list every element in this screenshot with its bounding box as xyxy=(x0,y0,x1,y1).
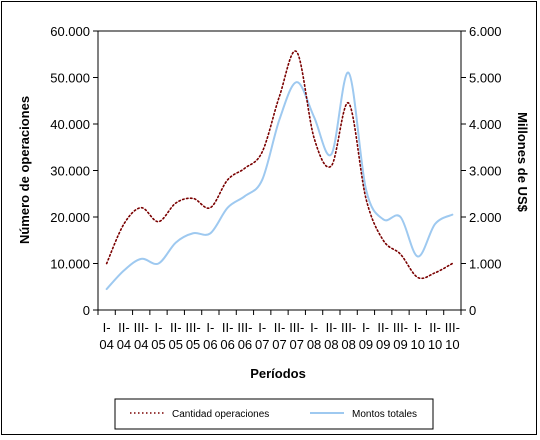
y-right-tick-label: 3.000 xyxy=(469,164,502,179)
x-tick-label-bottom: 10 xyxy=(445,337,459,352)
x-tick-label-top: II- xyxy=(222,320,234,335)
x-tick-label-bottom: 07 xyxy=(272,337,286,352)
x-tick-label-bottom: 08 xyxy=(324,337,338,352)
legend-label-cantidad: Cantidad operaciones xyxy=(172,409,269,420)
legend: Cantidad operaciones Montos totales xyxy=(114,398,434,430)
x-tick-label-bottom: 10 xyxy=(428,337,442,352)
x-axis-title: Períodos xyxy=(250,366,306,381)
series-line-cantidad-operaciones xyxy=(105,50,454,280)
plot-border xyxy=(97,30,462,311)
x-tick-label-top: II- xyxy=(170,320,182,335)
x-tick-label-top: I- xyxy=(310,320,318,335)
chart-frame: 0 10.000 20.000 30.000 40.000 50.000 60.000 0 1… xyxy=(1,1,537,435)
y-right-tick-label: 5.000 xyxy=(469,71,502,86)
x-tick-label-top: III- xyxy=(237,320,252,335)
x-tick-label-bottom: 07 xyxy=(255,337,269,352)
x-tick-label-top: III- xyxy=(393,320,408,335)
x-tick-label-top: III- xyxy=(289,320,304,335)
x-tick-label-top: I- xyxy=(258,320,266,335)
x-tick-label-bottom: 07 xyxy=(290,337,304,352)
legend-box xyxy=(114,398,434,430)
x-tick-label-top: I- xyxy=(206,320,214,335)
x-tick-label-top: I- xyxy=(155,320,163,335)
x-tick-label-top: II- xyxy=(274,320,286,335)
series-line-montos-totales xyxy=(105,71,454,291)
y-left-tick-label: 60.000 xyxy=(50,24,90,39)
x-tick-label-bottom: 08 xyxy=(307,337,321,352)
legend-label-montos: Montos totales xyxy=(352,409,417,420)
x-tick-label-bottom: 06 xyxy=(220,337,234,352)
y-axis-left-title: Número de operaciones xyxy=(17,96,32,244)
x-tick-label-top: II- xyxy=(326,320,338,335)
x-tick-label-top: I- xyxy=(414,320,422,335)
right-y-axis: 0 1.000 2.000 3.000 4.000 5.000 6.000 xyxy=(461,24,502,318)
x-tick-label-bottom: 06 xyxy=(238,337,252,352)
y-right-tick-label: 4.000 xyxy=(469,117,502,132)
x-tick-label-bottom: 05 xyxy=(151,337,165,352)
x-tick-label-top: II- xyxy=(118,320,130,335)
x-tick-label-top: II- xyxy=(429,320,441,335)
x-tick-label-bottom: 09 xyxy=(393,337,407,352)
x-tick-label-top: I- xyxy=(103,320,111,335)
y-right-tick-label: 0 xyxy=(469,303,476,318)
x-tick-label-bottom: 05 xyxy=(169,337,183,352)
y-left-tick-label: 10.000 xyxy=(50,257,90,272)
plot-area xyxy=(97,30,462,311)
x-tick-label-bottom: 06 xyxy=(203,337,217,352)
y-left-tick-label: 20.000 xyxy=(50,210,90,225)
x-tick-label-bottom: 04 xyxy=(99,337,113,352)
x-tick-label-bottom: 08 xyxy=(341,337,355,352)
y-right-tick-label: 2.000 xyxy=(469,210,502,225)
y-left-tick-label: 0 xyxy=(83,303,90,318)
x-tick-label-top: III- xyxy=(445,320,460,335)
series-layer xyxy=(105,50,454,291)
x-tick-label-bottom: 09 xyxy=(376,337,390,352)
left-y-axis: 0 10.000 20.000 30.000 40.000 50.000 60.000 xyxy=(50,24,98,318)
x-tick-label-bottom: 10 xyxy=(411,337,425,352)
x-tick-label-bottom: 05 xyxy=(186,337,200,352)
y-right-tick-label: 1.000 xyxy=(469,257,502,272)
y-left-tick-label: 50.000 xyxy=(50,71,90,86)
x-tick-label-top: III- xyxy=(185,320,200,335)
y-left-tick-label: 40.000 xyxy=(50,117,90,132)
x-tick-label-top: III- xyxy=(341,320,356,335)
x-tick-label-bottom: 04 xyxy=(134,337,148,352)
x-tick-label-bottom: 09 xyxy=(359,337,373,352)
x-tick-label-top: III- xyxy=(134,320,149,335)
x-tick-label-top: I- xyxy=(362,320,370,335)
y-left-tick-label: 30.000 xyxy=(50,164,90,179)
x-axis: I-04II-04III-04I-05II-05III-05I-06II-06I… xyxy=(97,310,462,352)
x-tick-label-top: II- xyxy=(377,320,389,335)
x-tick-label-bottom: 04 xyxy=(117,337,131,352)
y-axis-right-title: Millones de US$ xyxy=(515,112,530,212)
y-right-tick-label: 6.000 xyxy=(469,24,502,39)
